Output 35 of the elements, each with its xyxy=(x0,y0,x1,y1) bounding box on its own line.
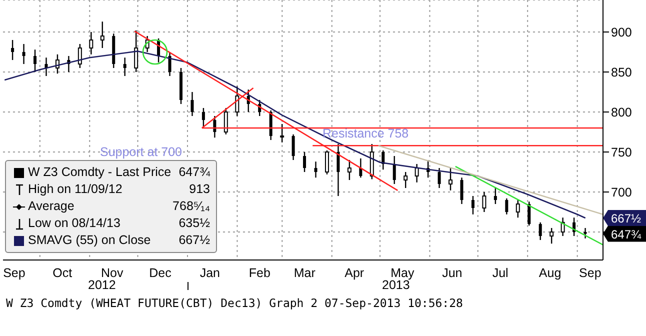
x-tick-label: Dec xyxy=(149,266,172,280)
x-tick-label: Jan xyxy=(200,266,220,280)
y-tick-label: 800 xyxy=(611,105,632,120)
annotation: High on 11/09/12 xyxy=(28,181,124,198)
annotation: 768⁵⁄₁₄ xyxy=(172,198,210,215)
text: 2013 xyxy=(382,278,410,292)
annotation: Low on 08/14/13 xyxy=(28,215,122,232)
x-tick-label: May xyxy=(390,266,416,280)
annotation: 635½ xyxy=(178,215,210,232)
x-tick-label: Aug xyxy=(538,266,562,280)
text: 2012 xyxy=(88,278,116,292)
y-tick-label: 850 xyxy=(611,65,632,80)
x-tick-label: Sep xyxy=(3,266,26,280)
x-tick-label: Nov xyxy=(100,266,124,280)
annotation: 667½ xyxy=(611,212,642,226)
text: W Z3 Comdty (WHEAT FUTURE(CBT) Dec13) Graph 2 07-Sep-2013 10:56:28 xyxy=(6,296,463,310)
text: 647¾ xyxy=(178,165,210,179)
y-tick-label: 750 xyxy=(611,145,632,160)
annotation: 647¾ xyxy=(611,227,642,242)
text: 667½ xyxy=(178,233,210,247)
legend-label: SMAVG (55) on Close xyxy=(28,232,152,249)
y-tick-label: 700 xyxy=(611,185,632,200)
x-tick-label: Mar xyxy=(294,266,316,280)
legend-label: W Z3 Comdty - Last Price xyxy=(28,164,172,181)
x-tick-label: Jun xyxy=(442,266,462,280)
x-tick-label: Apr xyxy=(344,266,364,280)
annotation: Resistance 758 xyxy=(322,126,409,141)
x-tick-label: Sep xyxy=(579,266,602,280)
annotation: Average xyxy=(28,198,76,215)
x-tick-label: Jul xyxy=(492,266,508,280)
x-tick-label: Feb xyxy=(248,266,270,280)
x-tick-label: Oct xyxy=(52,266,73,280)
y-tick-label: 900 xyxy=(611,25,632,40)
annotation: Support at 700 xyxy=(100,145,182,159)
annotation: 913 xyxy=(189,181,210,198)
